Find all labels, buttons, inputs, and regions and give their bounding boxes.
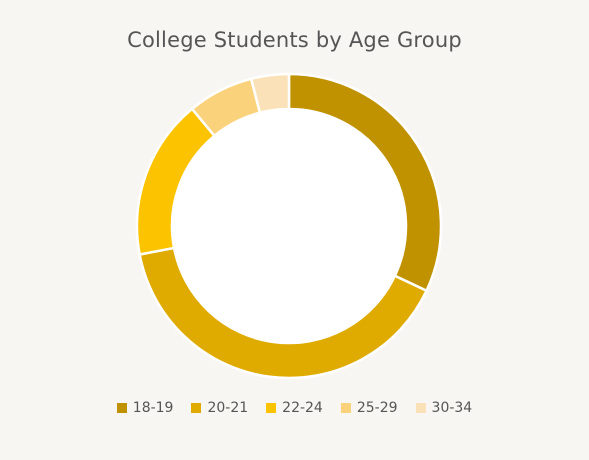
legend-item: 18-19: [116, 400, 174, 416]
donut-hole: [173, 110, 405, 342]
legend-item: 25-29: [340, 400, 398, 416]
chart-title: College Students by Age Group: [127, 28, 462, 52]
legend-swatch: [266, 403, 277, 413]
legend-item: 20-21: [191, 400, 248, 416]
legend-item: 30-34: [415, 400, 473, 416]
legend-swatch: [191, 403, 202, 413]
slice-20-21: [138, 246, 429, 380]
chart-legend: 18-19 20-21 22-24 25-29 30-34: [0, 400, 589, 416]
donut-chart: [135, 72, 443, 380]
legend-label: 22-24: [282, 400, 323, 416]
legend-label: 25-29: [356, 400, 398, 416]
legend-label: 18-19: [132, 400, 174, 416]
legend-label: 30-34: [431, 400, 473, 416]
legend-swatch: [340, 403, 351, 413]
legend-item: 22-24: [266, 400, 323, 416]
legend-swatch: [116, 403, 127, 413]
slice-30-34: [249, 72, 291, 115]
legend-label: 20-21: [207, 400, 249, 416]
legend-swatch: [415, 403, 426, 413]
